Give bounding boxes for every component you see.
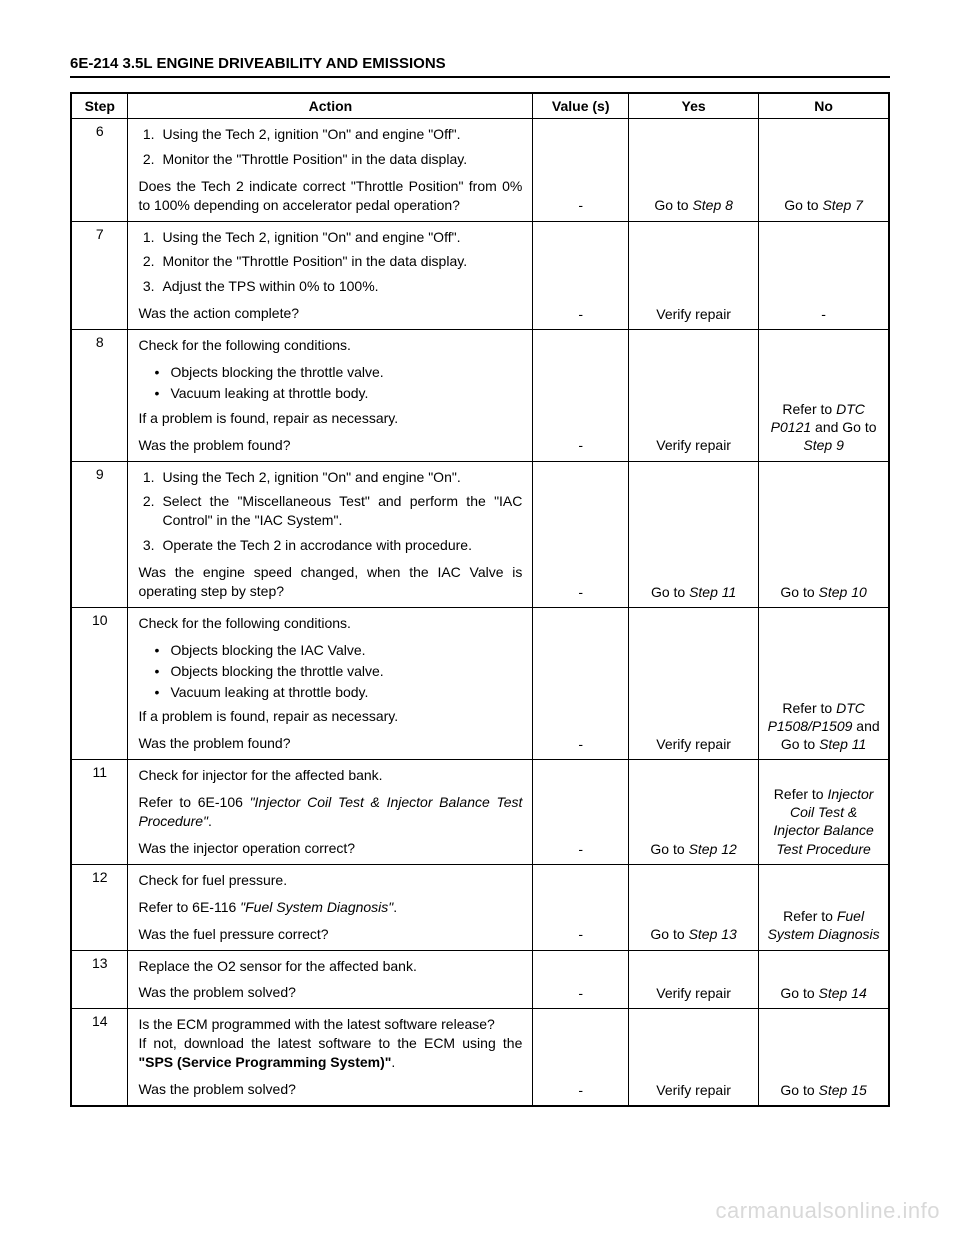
action-cell: Replace the O2 sensor for the affected b…: [128, 950, 533, 1009]
yes-cell: Verify repair: [629, 330, 759, 461]
page-title: 6E-214 3.5L ENGINE DRIVEABILITY AND EMIS…: [70, 55, 890, 78]
no-cell: Refer to Fuel System Diagnosis: [759, 864, 889, 950]
step-cell: 10: [71, 607, 128, 759]
step-cell: 6: [71, 119, 128, 222]
value-cell: -: [533, 330, 629, 461]
no-cell: Go to Step 7: [759, 119, 889, 222]
step-cell: 8: [71, 330, 128, 461]
yes-cell: Verify repair: [629, 221, 759, 330]
no-cell: Go to Step 10: [759, 461, 889, 607]
value-cell: -: [533, 119, 629, 222]
step-cell: 7: [71, 221, 128, 330]
no-cell: Refer to DTC P0121 and Go to Step 9: [759, 330, 889, 461]
action-cell: Using the Tech 2, ignition "On" and engi…: [128, 461, 533, 607]
yes-cell: Verify repair: [629, 607, 759, 759]
step-cell: 11: [71, 760, 128, 865]
no-cell: -: [759, 221, 889, 330]
action-cell: Using the Tech 2, ignition "On" and engi…: [128, 221, 533, 330]
no-cell: Refer to DTC P1508/P1509 and Go to Step …: [759, 607, 889, 759]
table-row: 14Is the ECM programmed with the latest …: [71, 1009, 889, 1106]
value-cell: -: [533, 950, 629, 1009]
watermark: carmanualsonline.info: [715, 1198, 940, 1224]
col-step: Step: [71, 93, 128, 119]
step-cell: 13: [71, 950, 128, 1009]
no-cell: Go to Step 14: [759, 950, 889, 1009]
col-action: Action: [128, 93, 533, 119]
yes-cell: Go to Step 8: [629, 119, 759, 222]
step-cell: 12: [71, 864, 128, 950]
table-row: 13Replace the O2 sensor for the affected…: [71, 950, 889, 1009]
table-row: 10Check for the following conditions.Obj…: [71, 607, 889, 759]
action-cell: Check for the following conditions.Objec…: [128, 607, 533, 759]
value-cell: -: [533, 1009, 629, 1106]
value-cell: -: [533, 461, 629, 607]
value-cell: -: [533, 607, 629, 759]
table-body: 6Using the Tech 2, ignition "On" and eng…: [71, 119, 889, 1106]
col-value: Value (s): [533, 93, 629, 119]
value-cell: -: [533, 221, 629, 330]
step-cell: 9: [71, 461, 128, 607]
yes-cell: Go to Step 11: [629, 461, 759, 607]
col-yes: Yes: [629, 93, 759, 119]
yes-cell: Go to Step 12: [629, 760, 759, 865]
page-container: 6E-214 3.5L ENGINE DRIVEABILITY AND EMIS…: [0, 0, 960, 1147]
yes-cell: Verify repair: [629, 1009, 759, 1106]
table-row: 11Check for injector for the affected ba…: [71, 760, 889, 865]
value-cell: -: [533, 864, 629, 950]
table-row: 12Check for fuel pressure.Refer to 6E-11…: [71, 864, 889, 950]
step-cell: 14: [71, 1009, 128, 1106]
table-row: 9Using the Tech 2, ignition "On" and eng…: [71, 461, 889, 607]
action-cell: Using the Tech 2, ignition "On" and engi…: [128, 119, 533, 222]
action-cell: Check for fuel pressure.Refer to 6E-116 …: [128, 864, 533, 950]
action-cell: Is the ECM programmed with the latest so…: [128, 1009, 533, 1106]
col-no: No: [759, 93, 889, 119]
no-cell: Go to Step 15: [759, 1009, 889, 1106]
no-cell: Refer to Injector Coil Test & Injector B…: [759, 760, 889, 865]
table-header-row: Step Action Value (s) Yes No: [71, 93, 889, 119]
yes-cell: Go to Step 13: [629, 864, 759, 950]
table-row: 6Using the Tech 2, ignition "On" and eng…: [71, 119, 889, 222]
table-row: 8Check for the following conditions.Obje…: [71, 330, 889, 461]
action-cell: Check for injector for the affected bank…: [128, 760, 533, 865]
diagnostic-table: Step Action Value (s) Yes No 6Using the …: [70, 92, 890, 1107]
yes-cell: Verify repair: [629, 950, 759, 1009]
action-cell: Check for the following conditions.Objec…: [128, 330, 533, 461]
value-cell: -: [533, 760, 629, 865]
table-row: 7Using the Tech 2, ignition "On" and eng…: [71, 221, 889, 330]
